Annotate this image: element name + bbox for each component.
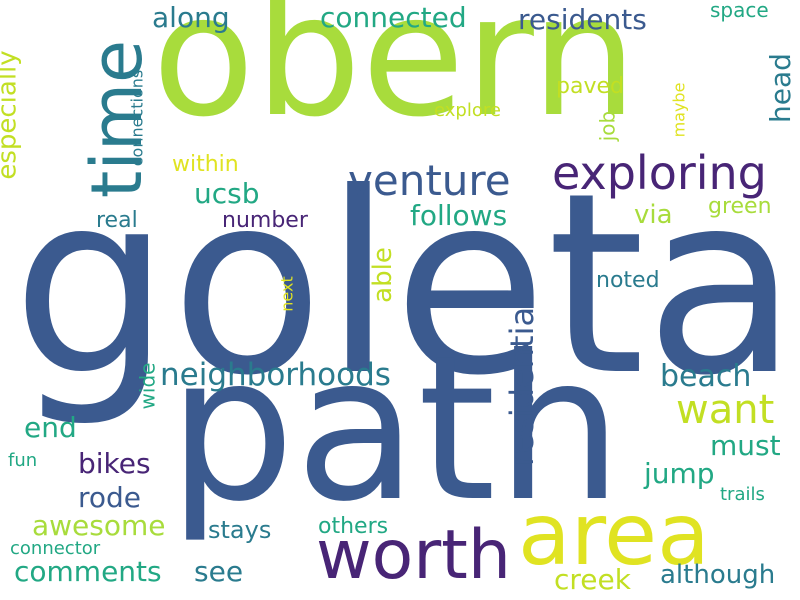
word-area: area <box>518 485 710 585</box>
word-creek: creek <box>554 563 631 596</box>
word-awesome: awesome <box>32 509 166 542</box>
word-explore: explore <box>434 100 501 121</box>
word-connected: connected <box>320 1 467 34</box>
word-comments: comments <box>14 555 162 588</box>
word-noted: noted <box>596 268 660 293</box>
word-residents: residents <box>518 3 647 36</box>
word-must: must <box>710 429 781 462</box>
word-via: via <box>634 200 673 230</box>
word-green: green <box>708 194 772 219</box>
word-connector: connector <box>10 538 101 559</box>
word-end: end <box>24 411 77 444</box>
word-paved: paved <box>556 74 624 99</box>
word-along: along <box>152 1 230 34</box>
word-beach: beach <box>660 359 752 394</box>
word-oberr: obern <box>152 0 638 154</box>
word-ucsb: ucsb <box>194 177 260 210</box>
word-real: real <box>96 208 138 233</box>
word-venture: venture <box>348 156 511 205</box>
word-goleta: goleta <box>12 139 799 430</box>
word-especially: especially <box>0 50 23 180</box>
word-follows: follows <box>410 199 508 232</box>
word-see: see <box>194 555 244 588</box>
word-jump: jump <box>644 457 715 490</box>
word-able: able <box>367 247 398 303</box>
word-although: although <box>660 560 776 590</box>
word-want: want <box>676 387 775 433</box>
word-maybe: maybe <box>669 82 689 138</box>
word-stays: stays <box>208 516 272 544</box>
word-rode: rode <box>78 481 142 514</box>
word-within: within <box>172 152 239 177</box>
word-others: others <box>318 514 389 539</box>
word-job: job <box>595 110 620 142</box>
word-worth: worth <box>316 516 511 595</box>
word-residential: residential <box>502 298 541 466</box>
word-path: path <box>168 313 623 546</box>
word-next: next <box>277 276 297 312</box>
word-bikes: bikes <box>78 447 151 480</box>
word-connections: connections <box>127 69 147 167</box>
word-neighborhoods: neighborhoods <box>160 357 391 393</box>
word-number: number <box>222 208 308 233</box>
word-head: head <box>763 53 797 123</box>
word-exploring: exploring <box>552 146 767 200</box>
word-wide: wide <box>135 362 160 410</box>
word-trails: trails <box>720 484 765 505</box>
word-space: space <box>710 0 769 22</box>
word-fun: fun <box>8 450 38 471</box>
